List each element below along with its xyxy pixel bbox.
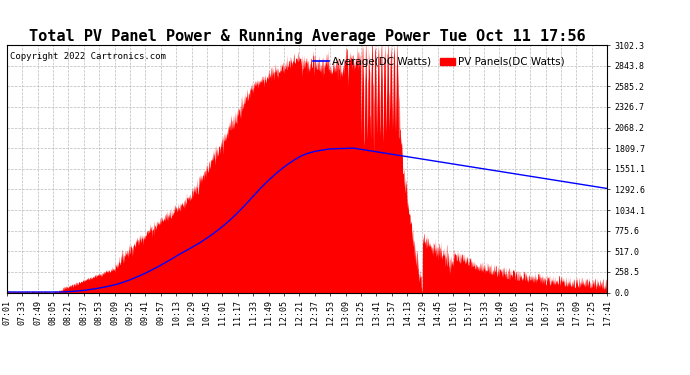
- Title: Total PV Panel Power & Running Average Power Tue Oct 11 17:56: Total PV Panel Power & Running Average P…: [29, 28, 585, 44]
- Legend: Average(DC Watts), PV Panels(DC Watts): Average(DC Watts), PV Panels(DC Watts): [309, 53, 569, 71]
- Text: Copyright 2022 Cartronics.com: Copyright 2022 Cartronics.com: [10, 53, 166, 62]
